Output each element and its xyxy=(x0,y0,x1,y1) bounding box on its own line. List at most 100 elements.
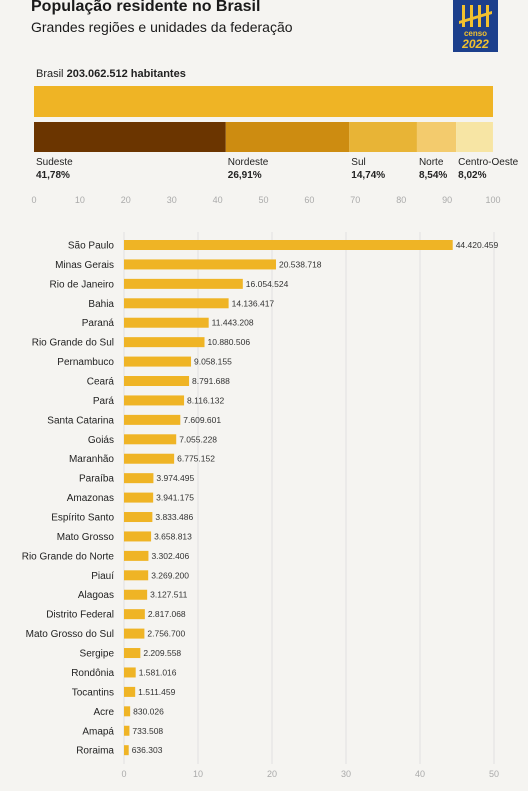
state-name: Pará xyxy=(93,396,115,407)
state-name: Rio Grande do Sul xyxy=(32,338,114,349)
state-value-label: 8.791.688 xyxy=(192,376,230,386)
state-name: Bahia xyxy=(88,299,114,310)
tally-marks-icon xyxy=(459,5,492,27)
state-name: Rondônia xyxy=(71,668,114,679)
state-bar xyxy=(124,745,129,756)
state-name: Mato Grosso xyxy=(57,532,115,543)
state-bar xyxy=(124,278,243,289)
state-name: Amapá xyxy=(82,726,114,737)
state-value-label: 3.269.200 xyxy=(151,570,189,580)
region-name: Nordeste xyxy=(228,157,269,168)
state-bar xyxy=(124,298,229,309)
state-bar xyxy=(124,706,131,717)
state-bar xyxy=(124,337,205,348)
state-name: Goiás xyxy=(88,435,114,446)
state-bar xyxy=(124,512,153,523)
state-value-label: 7.055.228 xyxy=(179,434,217,444)
state-bar xyxy=(124,492,154,503)
state-value-label: 6.775.152 xyxy=(177,454,215,464)
region-axis-tick: 10 xyxy=(75,195,85,205)
state-name: Paraíba xyxy=(79,474,114,485)
region-axis-tick: 90 xyxy=(442,195,452,205)
state-bar xyxy=(124,356,192,367)
region-name: Centro-Oeste xyxy=(458,157,518,168)
region-value-label: 8,54% xyxy=(419,170,447,181)
region-axis-tick: 20 xyxy=(121,195,131,205)
state-value-label: 3.658.813 xyxy=(154,531,192,541)
state-axis-tick: 30 xyxy=(341,769,351,779)
state-value-label: 14.136.417 xyxy=(232,298,275,308)
state-name: Espírito Santo xyxy=(51,513,114,524)
state-value-label: 1.581.016 xyxy=(139,667,177,677)
logo-word: censo xyxy=(463,29,488,38)
state-value-label: 3.127.511 xyxy=(150,590,187,600)
state-name: Rio Grande do Norte xyxy=(22,551,115,562)
state-axis-tick: 50 xyxy=(489,769,499,779)
state-bar xyxy=(124,414,181,425)
state-bar xyxy=(124,628,145,639)
state-name: Maranhão xyxy=(69,454,114,465)
state-name: Alagoas xyxy=(78,590,114,601)
state-bar xyxy=(124,240,453,250)
region-bar xyxy=(456,122,493,152)
region-bar xyxy=(34,122,226,152)
state-bar xyxy=(124,317,209,328)
region-axis-tick: 30 xyxy=(167,195,177,205)
region-axis-tick: 70 xyxy=(350,195,360,205)
state-value-label: 7.609.601 xyxy=(183,415,221,425)
state-bar xyxy=(124,589,148,600)
region-value-label: 26,91% xyxy=(228,170,262,181)
state-name: Sergipe xyxy=(80,649,115,660)
region-value-label: 41,78% xyxy=(36,170,70,181)
page-title: População residente no Brasil xyxy=(31,0,261,15)
state-value-label: 3.941.175 xyxy=(156,493,194,503)
state-name: São Paulo xyxy=(68,241,115,252)
state-bar xyxy=(124,725,130,736)
region-axis-tick: 80 xyxy=(396,195,406,205)
state-value-label: 20.538.718 xyxy=(279,259,322,269)
state-bar xyxy=(124,667,136,678)
state-value-label: 2.756.700 xyxy=(147,629,185,639)
state-name: Distrito Federal xyxy=(46,610,114,621)
page-subtitle: Grandes regiões e unidades da federação xyxy=(31,19,293,35)
total-label: Brasil 203.062.512 habitantes xyxy=(36,68,186,80)
state-axis-tick: 0 xyxy=(121,769,126,779)
state-value-label: 10.880.506 xyxy=(208,337,251,347)
logo-year: 2022 xyxy=(462,37,489,51)
state-name: Acre xyxy=(93,707,114,718)
state-value-label: 16.054.524 xyxy=(246,279,289,289)
state-bar xyxy=(124,609,145,620)
state-name: Paraná xyxy=(82,318,115,329)
state-bar xyxy=(124,259,276,270)
state-value-label: 9.058.155 xyxy=(194,357,232,367)
state-bar xyxy=(124,376,190,387)
region-axis-tick: 0 xyxy=(31,195,36,205)
state-name: Amazonas xyxy=(67,493,114,504)
region-value-label: 8,02% xyxy=(458,170,486,181)
state-value-label: 11.443.208 xyxy=(212,318,254,328)
region-name: Sudeste xyxy=(36,157,73,168)
state-value-label: 8.116.132 xyxy=(187,395,224,405)
state-value-label: 733.508 xyxy=(132,726,163,736)
state-name: Roraima xyxy=(76,746,114,757)
state-bar xyxy=(124,473,154,484)
state-name: Minas Gerais xyxy=(55,260,114,271)
state-value-label: 1.511.459 xyxy=(138,687,175,697)
state-bar xyxy=(124,686,136,697)
total-value: 203.062.512 habitantes xyxy=(66,68,186,80)
state-bar xyxy=(124,531,152,542)
state-axis-tick: 40 xyxy=(415,769,425,779)
state-value-label: 2.817.068 xyxy=(148,609,186,619)
state-value-label: 3.302.406 xyxy=(151,551,189,561)
total-label-name: Brasil xyxy=(36,68,64,80)
state-axis-tick: 20 xyxy=(267,769,277,779)
region-bar xyxy=(225,122,350,152)
state-bar xyxy=(124,648,141,659)
region-value-label: 14,74% xyxy=(351,170,385,181)
region-name: Sul xyxy=(351,157,365,168)
state-name: Pernambuco xyxy=(57,357,114,368)
state-name: Mato Grosso do Sul xyxy=(26,629,114,640)
state-value-label: 830.026 xyxy=(133,706,164,716)
state-value-label: 3.974.495 xyxy=(156,473,194,483)
